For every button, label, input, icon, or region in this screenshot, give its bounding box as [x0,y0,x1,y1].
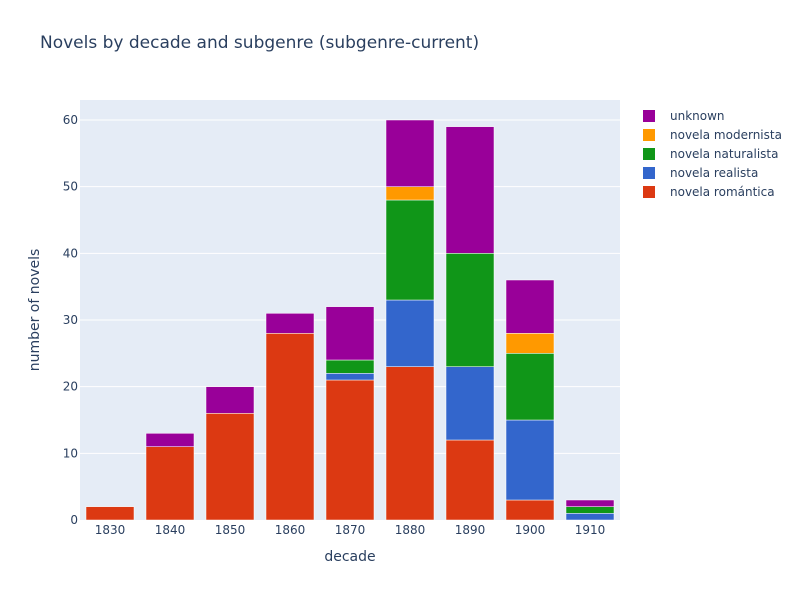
x-tick-label: 1840 [155,523,186,537]
x-tick-label: 1900 [515,523,546,537]
bar-segment[interactable] [385,299,435,367]
y-tick-label: 40 [63,246,78,260]
legend-label: unknown [670,108,725,123]
x-tick-labels: 1830 1840 1850 1860 1870 1880 1890 1900 1910 [95,523,606,537]
bar-segment[interactable] [445,253,495,367]
bar-segment[interactable] [325,379,375,521]
legend[interactable]: unknown novela modernista novela naturalis… [643,106,782,201]
legend-swatch [643,185,655,198]
y-tick-labels: 0 10 20 30 40 50 60 [63,113,78,527]
legend-label: novela naturalista [670,146,779,161]
bar-segment[interactable] [325,373,375,381]
y-tick-label: 60 [63,113,78,127]
bar-segment[interactable] [85,506,135,521]
y-tick-label: 0 [70,513,78,527]
chart-title: Novels by decade and subgenre (subgenre-… [40,33,480,53]
x-tick-label: 1830 [95,523,126,537]
bar-segment[interactable] [325,359,375,374]
bar-segment[interactable] [325,306,375,361]
legend-item[interactable]: novela modernista [643,125,782,144]
y-tick-label: 50 [63,180,78,194]
bar-segment[interactable] [565,506,615,514]
legend-item[interactable]: unknown [643,106,782,125]
bar-segment[interactable] [205,413,255,521]
bar-segment[interactable] [385,199,435,301]
bar-segment[interactable] [205,386,255,414]
bars [85,119,615,521]
legend-label: novela modernista [670,127,782,142]
legend-swatch [643,147,655,160]
legend-swatch [643,109,655,122]
x-tick-label: 1880 [395,523,426,537]
legend-item[interactable]: novela naturalista [643,144,782,163]
bar-segment[interactable] [505,333,555,354]
x-tick-label: 1870 [335,523,366,537]
bar-segment[interactable] [445,439,495,521]
bar-segment[interactable] [385,366,435,521]
bar-segment[interactable] [565,513,615,521]
bar-segment[interactable] [505,279,555,334]
bar-segment[interactable] [265,333,315,521]
legend-swatch [643,128,655,141]
legend-swatch [643,166,655,179]
x-tick-label: 1890 [455,523,486,537]
legend-item[interactable]: novela realista [643,163,782,182]
bar-segment[interactable] [565,499,615,507]
x-tick-label: 1860 [275,523,306,537]
legend-label: novela romántica [670,184,775,199]
bar-segment[interactable] [385,119,435,187]
y-tick-label: 30 [63,313,78,327]
bar-segment[interactable] [505,499,555,521]
bar-segment[interactable] [505,419,555,501]
bar-segment[interactable] [445,126,495,254]
bar-segment[interactable] [505,353,555,421]
legend-label: novela realista [670,165,759,180]
x-tick-label: 1910 [575,523,606,537]
y-tick-label: 20 [63,380,78,394]
bar-segment[interactable] [265,313,315,334]
y-tick-label: 10 [63,446,78,460]
bar-segment[interactable] [145,433,195,447]
bar-segment[interactable] [145,446,195,521]
y-axis-label: number of novels [27,249,43,372]
legend-item[interactable]: novela romántica [643,182,782,201]
x-axis-label: decade [324,549,375,565]
x-tick-label: 1850 [215,523,246,537]
bar-segment[interactable] [445,366,495,441]
bar-segment[interactable] [385,186,435,201]
